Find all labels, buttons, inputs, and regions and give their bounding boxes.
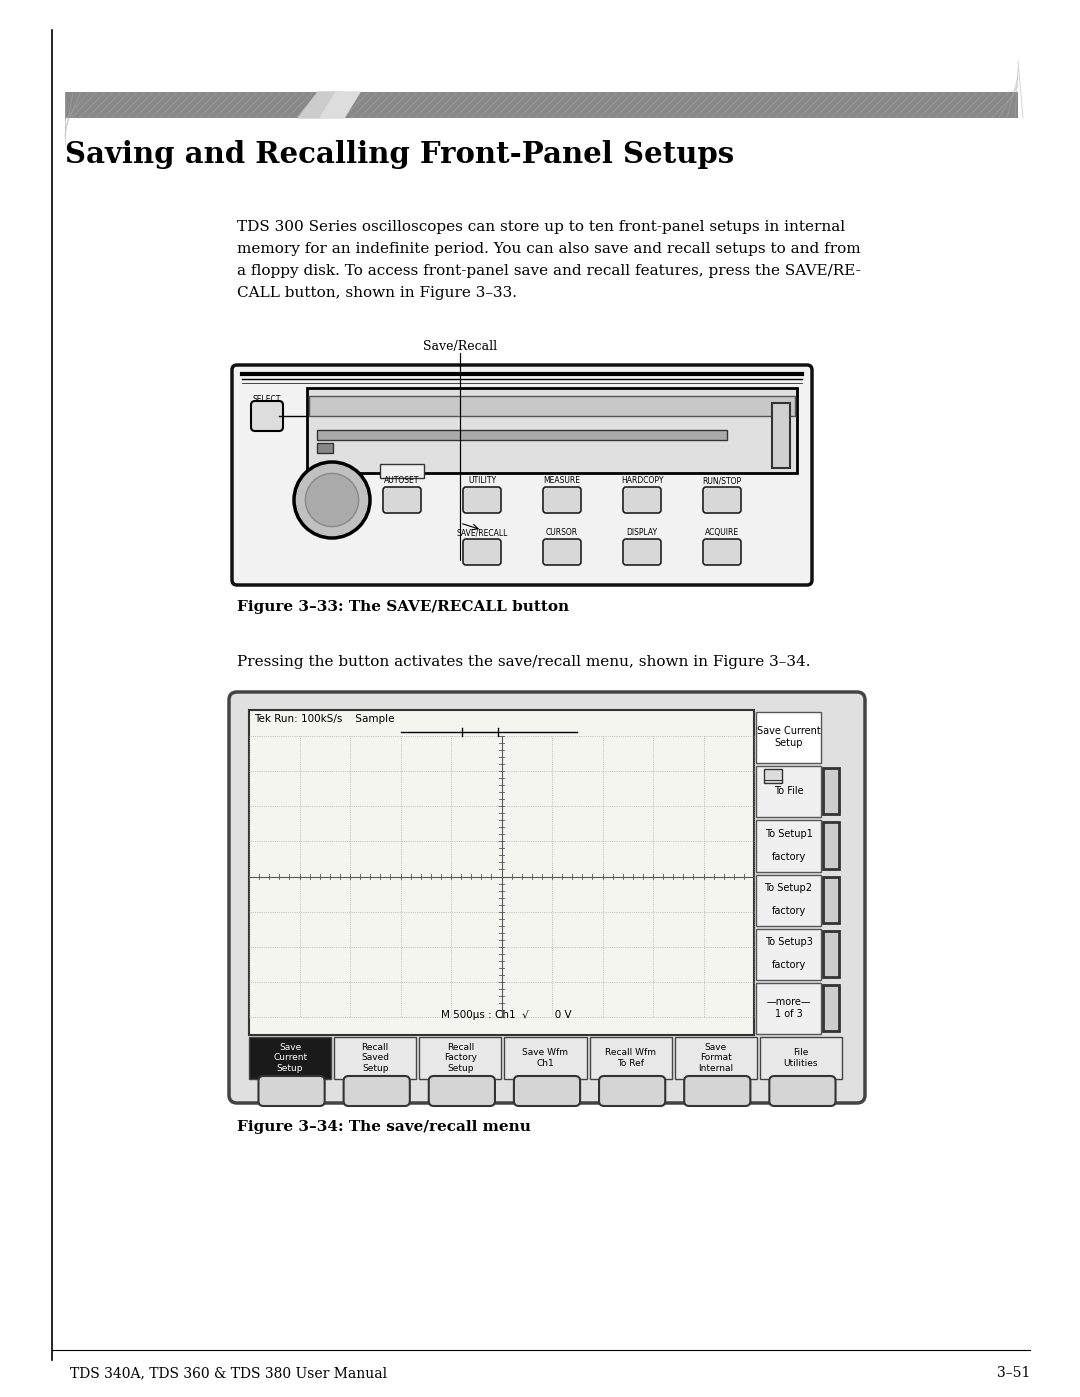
Bar (675, 1037, 757, 1078)
Bar (309, 395, 795, 416)
Text: Figure 3–34: The save/recall menu: Figure 3–34: The save/recall menu (237, 1120, 531, 1134)
Ellipse shape (306, 474, 359, 527)
Polygon shape (298, 92, 342, 117)
Text: a floppy disk. To access front-panel save and recall features, press the SAVE/RE: a floppy disk. To access front-panel sav… (237, 264, 861, 278)
Text: 3–51: 3–51 (997, 1366, 1030, 1380)
FancyBboxPatch shape (258, 1076, 325, 1106)
FancyBboxPatch shape (685, 1076, 751, 1106)
Bar (504, 1037, 586, 1078)
Text: Save
Format
Internal: Save Format Internal (699, 1044, 733, 1073)
Text: SAVE/RECALL: SAVE/RECALL (457, 528, 508, 536)
Text: memory for an indefinite period. You can also save and recall setups to and from: memory for an indefinite period. You can… (237, 242, 861, 256)
Text: CURSOR: CURSOR (545, 528, 578, 536)
Text: File
Utilities: File Utilities (784, 1048, 819, 1067)
Text: TDS 300 Series oscilloscopes can store up to ten front-panel setups in internal: TDS 300 Series oscilloscopes can store u… (237, 219, 846, 235)
Text: Save Wfm
Ch1: Save Wfm Ch1 (523, 1048, 568, 1067)
Text: ACQUIRE: ACQUIRE (705, 528, 739, 536)
Text: Recall
Factory
Setup: Recall Factory Setup (444, 1044, 477, 1073)
Bar (756, 712, 821, 763)
Text: SELECT: SELECT (253, 395, 281, 404)
Text: Pressing the button activates the save/recall menu, shown in Figure 3–34.: Pressing the button activates the save/r… (237, 655, 810, 669)
FancyBboxPatch shape (623, 488, 661, 513)
Bar (823, 823, 839, 869)
Text: UTILITY: UTILITY (468, 476, 496, 485)
Text: MEASURE: MEASURE (543, 476, 581, 485)
Text: Tek Run: 100kS/s    Sample: Tek Run: 100kS/s Sample (254, 714, 394, 724)
Text: Figure 3–33: The SAVE/RECALL button: Figure 3–33: The SAVE/RECALL button (237, 599, 569, 615)
Text: To Setup2

factory: To Setup2 factory (765, 883, 812, 916)
Bar (756, 766, 821, 817)
Bar (756, 820, 821, 872)
Bar (756, 929, 821, 979)
FancyBboxPatch shape (429, 1076, 495, 1106)
FancyBboxPatch shape (343, 1076, 409, 1106)
Bar (823, 876, 839, 922)
FancyBboxPatch shape (623, 539, 661, 564)
Bar (318, 443, 333, 453)
Text: Recall Wfm
To Ref: Recall Wfm To Ref (605, 1048, 657, 1067)
Bar (307, 388, 797, 474)
Bar (380, 464, 424, 478)
Text: M 500μs : Ch1  √        0 V: M 500μs : Ch1 √ 0 V (441, 1010, 571, 1020)
FancyBboxPatch shape (251, 401, 283, 432)
Bar (756, 875, 821, 926)
Text: HARDCOPY: HARDCOPY (621, 476, 663, 485)
Text: CALL button, shown in Figure 3–33.: CALL button, shown in Figure 3–33. (237, 286, 517, 300)
Text: RUN/STOP: RUN/STOP (702, 476, 742, 485)
Text: AUTOSET: AUTOSET (384, 476, 420, 485)
Bar (249, 710, 754, 1035)
Text: —more—
1 of 3: —more— 1 of 3 (766, 997, 811, 1018)
Bar (419, 1037, 501, 1078)
Text: TDS 340A, TDS 360 & TDS 380 User Manual: TDS 340A, TDS 360 & TDS 380 User Manual (70, 1366, 387, 1380)
FancyBboxPatch shape (463, 488, 501, 513)
FancyBboxPatch shape (383, 488, 421, 513)
Ellipse shape (294, 462, 370, 538)
Bar (823, 930, 839, 977)
Text: Recall
Saved
Setup: Recall Saved Setup (361, 1044, 389, 1073)
Bar (65, 92, 1018, 117)
FancyBboxPatch shape (463, 539, 501, 564)
FancyBboxPatch shape (232, 365, 812, 585)
Bar (756, 983, 821, 1034)
Text: DISPLAY: DISPLAY (626, 528, 658, 536)
FancyBboxPatch shape (514, 1076, 580, 1106)
Bar (334, 1037, 416, 1078)
Bar (772, 402, 789, 468)
Bar (823, 768, 839, 814)
FancyBboxPatch shape (769, 1076, 836, 1106)
Bar (823, 985, 839, 1031)
Bar (764, 770, 782, 784)
FancyBboxPatch shape (703, 539, 741, 564)
FancyBboxPatch shape (703, 488, 741, 513)
FancyBboxPatch shape (543, 539, 581, 564)
Text: Save/Recall: Save/Recall (423, 339, 497, 353)
Text: Save Current
Setup: Save Current Setup (757, 726, 821, 747)
FancyBboxPatch shape (229, 692, 865, 1104)
Text: Saving and Recalling Front-Panel Setups: Saving and Recalling Front-Panel Setups (65, 140, 734, 169)
FancyBboxPatch shape (543, 488, 581, 513)
Polygon shape (320, 92, 360, 117)
Bar (249, 1037, 332, 1078)
Bar (318, 430, 727, 440)
Text: To File: To File (773, 787, 804, 796)
Text: To Setup1

factory: To Setup1 factory (765, 828, 812, 862)
Text: To Setup3

factory: To Setup3 factory (765, 937, 812, 971)
Bar (590, 1037, 672, 1078)
Bar (760, 1037, 842, 1078)
Text: Save
Current
Setup: Save Current Setup (273, 1044, 307, 1073)
FancyBboxPatch shape (599, 1076, 665, 1106)
